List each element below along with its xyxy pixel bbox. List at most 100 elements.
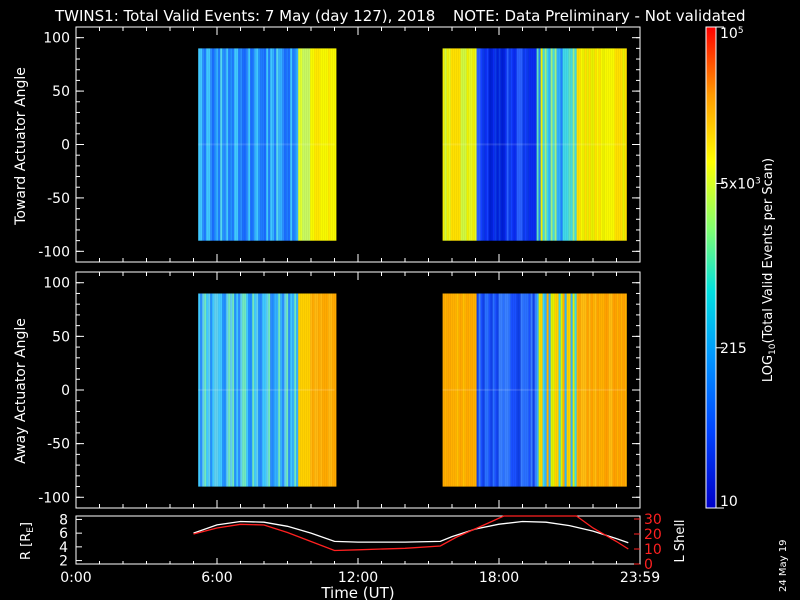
heatmap-stripe [324,293,327,487]
heatmap-stripe [608,293,611,487]
heatmap-stripe [222,293,225,487]
heatmap-stripe [562,48,565,241]
heatmap-stripe [296,293,299,487]
heatmap-stripe [452,293,455,487]
heatmap-stripe [210,48,213,241]
heatmap-stripe [484,48,487,241]
heatmap-stripe [308,48,311,241]
heatmap-stripe [538,293,541,487]
heatmap-stripe [280,293,283,487]
heatmap-stripe [532,293,535,487]
heatmap-stripe [290,293,293,487]
heatmap-stripe [566,48,569,241]
orbit-lines [193,515,629,552]
colorbar-ticks: 105 5x103 215 10 [716,26,761,510]
heatmap-stripe [474,48,477,241]
heatmap-stripe [490,48,493,241]
heatmap-stripe [312,293,315,487]
heatmap-stripe [242,293,245,487]
heatmap-stripe [314,48,317,241]
heatmap-stripe [452,48,455,241]
heatmap-stripe [264,48,267,241]
ytick-label: -100 [38,244,70,260]
heatmap-stripe [488,293,491,487]
heatmap-stripe [480,293,483,487]
heatmap-stripe [198,293,201,487]
heatmap-stripe [608,48,611,241]
heatmap-stripe [318,48,321,241]
heatmap-stripe [494,48,497,241]
heatmap-stripe [502,48,505,241]
heatmap-stripe [318,293,321,487]
heatmap-stripe [580,48,583,241]
ytick-label: 0 [61,383,70,399]
heatmap-stripe [590,293,593,487]
heatmap-band [442,143,626,146]
heatmap-stripe [612,48,615,241]
heatmap-stripe [458,48,461,241]
heatmap-stripe [556,293,559,487]
heatmap-stripe [568,48,571,241]
heatmap-stripe [528,293,531,487]
heatmap-stripe [492,48,495,241]
heatmap-stripe [262,48,265,241]
heatmap-stripe [618,293,621,487]
heatmap-stripe [208,293,211,487]
heatmap-stripe [468,48,471,241]
heatmap-stripe [550,293,553,487]
heatmap-stripe [276,48,279,241]
time-tick-label: 12:00 [338,570,378,586]
heatmap-stripe [586,48,589,241]
heatmap-stripe [602,48,605,241]
heatmap-stripe [306,48,309,241]
heatmap-stripe [214,293,217,487]
heatmap-stripe [292,48,295,241]
heatmap-stripe [260,48,263,241]
heatmap-stripe [464,48,467,241]
heatmap-stripe [580,293,583,487]
heatmap-stripe [328,293,331,487]
heatmap-stripe [594,48,597,241]
heatmap-stripe [534,48,537,241]
heatmap-stripe [456,293,459,487]
heatmap-stripe [266,293,269,487]
heatmap-stripe [334,48,337,241]
colorbar-label: LOG10(Total Valid Events per Scan) [761,158,778,382]
heatmap-stripe [504,48,507,241]
heatmap-stripe [270,293,273,487]
radius-tick-label: 8 [59,512,68,528]
heatmap-stripe [234,48,237,241]
heatmap-stripe [582,48,585,241]
heatmap-stripe [218,293,221,487]
heatmap-stripe [248,293,251,487]
lshell-tick-label: 30 [644,512,662,528]
heatmap-stripe [466,293,469,487]
colorbar-tick-label: 5x103 [720,176,761,192]
heatmap-stripe [230,293,233,487]
ytick-label: 50 [52,329,70,345]
heatmap-stripe [252,48,255,241]
heatmap-stripe [512,293,515,487]
heatmap-stripe [588,293,591,487]
preliminary-note: NOTE: Data Preliminary - Not validated [453,7,746,25]
heatmap-stripe [492,293,495,487]
heatmap-stripe [536,48,539,241]
ytick-label: -100 [38,490,70,506]
heatmap-stripe [572,48,575,241]
heatmap-stripe [548,293,551,487]
heatmap-stripe [204,293,207,487]
heatmap-stripe [616,48,619,241]
heatmap-stripe [574,293,577,487]
ytick-label: 50 [52,84,70,100]
heatmap-stripe [546,48,549,241]
heatmap-stripe [332,293,335,487]
heatmap-stripe [520,48,523,241]
heatmap-stripe [484,293,487,487]
lshell-tick-label: 20 [644,527,662,543]
heatmap-stripe [554,293,557,487]
heatmap-stripe [576,293,579,487]
heatmap-stripe [486,293,489,487]
heatmap-stripe [554,48,557,241]
heatmap-stripe [578,48,581,241]
